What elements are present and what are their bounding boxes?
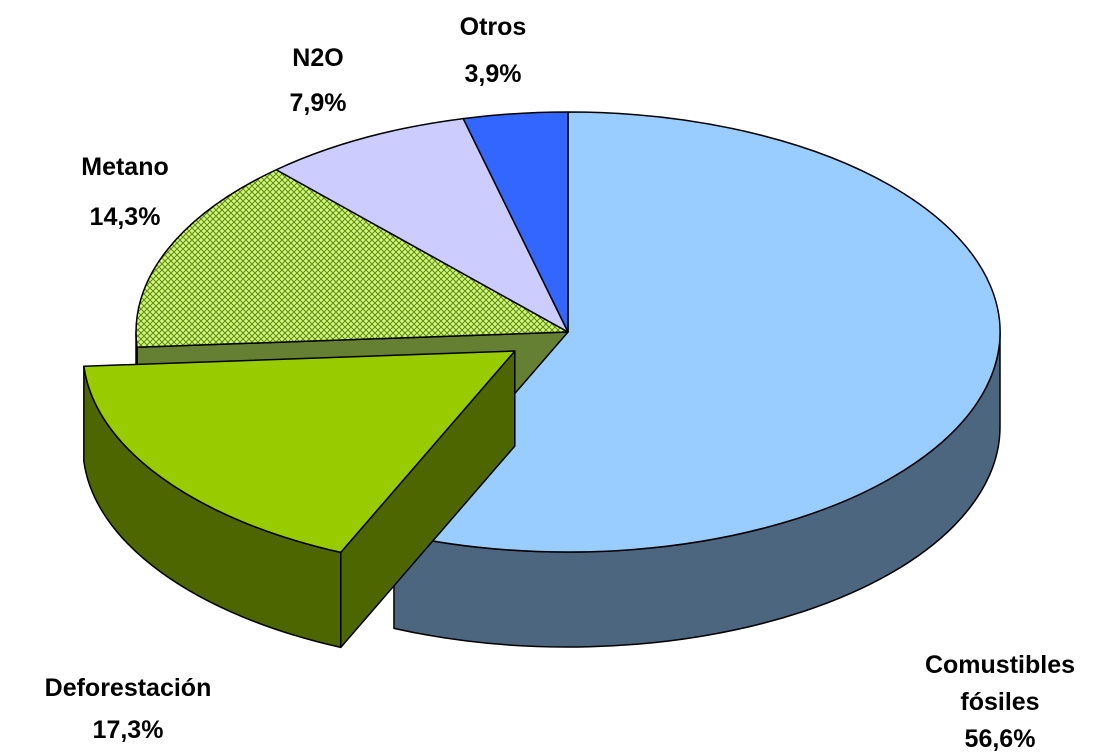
category-label: Comustibles fósiles [924,650,1076,716]
category-label: N2O [292,43,344,72]
slice [83,350,516,554]
slice [135,169,569,348]
category-label: Deforestación [44,674,212,702]
data-label: Comustibles fósiles 56,6% [910,647,1090,753]
slice [393,111,1001,553]
data-label: Otros 3,9% [460,4,527,98]
category-label: Metano [81,153,169,181]
value-label: 14,3% [89,203,161,231]
value-label: 56,6% [964,724,1036,753]
category-label: Otros [459,12,527,41]
data-label: Metano 14,3% [81,142,169,242]
slice [275,117,569,333]
slice [462,111,569,333]
data-label: N2O 7,9% [290,36,347,126]
value-label: 3,9% [464,59,522,88]
value-label: 17,3% [92,716,164,744]
value-label: 7,9% [289,88,347,117]
data-label: Deforestación 17,3% [45,667,212,751]
